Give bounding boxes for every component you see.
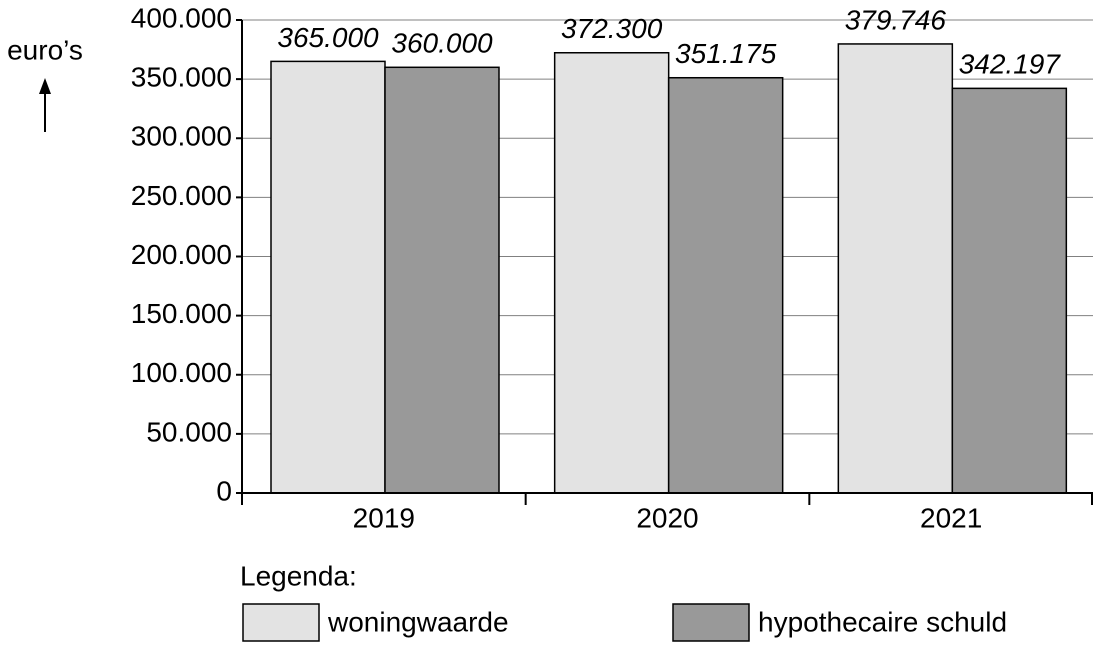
- y-tick-label: 400.000: [131, 2, 232, 33]
- legend-label: woningwaarde: [327, 606, 509, 637]
- bar: [951, 87, 1068, 494]
- legend-swatch: [672, 603, 750, 642]
- bar: [384, 66, 500, 494]
- y-tick-label: 0: [216, 475, 232, 506]
- x-tick-label: 2019: [353, 502, 415, 533]
- legend-label: hypothecaire schuld: [758, 606, 1007, 637]
- bar: [837, 43, 954, 494]
- y-tick-label: 50.000: [146, 416, 232, 447]
- y-tick-label: 200.000: [131, 239, 232, 270]
- y-tick-label: 350.000: [131, 62, 232, 93]
- legend-swatch: [242, 603, 320, 642]
- value-label: 351.175: [675, 38, 777, 69]
- y-tick-label: 300.000: [131, 121, 232, 152]
- bar: [270, 60, 386, 494]
- x-tick-label: 2021: [920, 502, 982, 533]
- value-label: 372.300: [561, 13, 663, 44]
- value-label: 365.000: [277, 22, 379, 53]
- y-axis-label: euro’s: [7, 34, 83, 65]
- bar: [553, 52, 670, 494]
- x-tick-label: 2020: [636, 502, 698, 533]
- axis-arrowhead: [39, 78, 51, 94]
- value-label: 342.197: [959, 49, 1062, 80]
- value-label: 360.000: [391, 28, 493, 59]
- bar: [667, 76, 784, 494]
- y-tick-label: 100.000: [131, 357, 232, 388]
- y-tick-label: 250.000: [131, 180, 232, 211]
- value-label: 379.746: [845, 4, 947, 35]
- legend-title: Legenda:: [240, 560, 357, 591]
- y-tick-label: 150.000: [131, 298, 232, 329]
